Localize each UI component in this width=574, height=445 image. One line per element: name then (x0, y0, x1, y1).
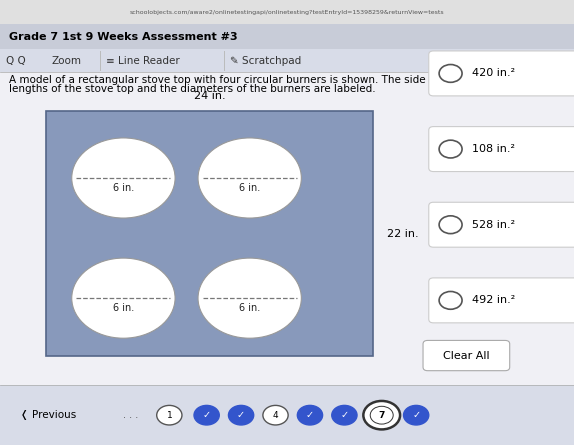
FancyBboxPatch shape (429, 126, 574, 171)
Circle shape (228, 405, 254, 425)
Circle shape (363, 401, 400, 429)
Text: ✓: ✓ (306, 410, 314, 420)
Circle shape (550, 53, 569, 68)
Text: 1: 1 (166, 411, 172, 420)
Text: . . .: . . . (123, 410, 139, 420)
Text: ✓: ✓ (412, 410, 420, 420)
Text: schoolobjects.com/aware2/onlinetestingapi/onlinetesting?testEntryId=15398259&ret: schoolobjects.com/aware2/onlinetestingap… (130, 10, 444, 15)
Bar (0, 24, 574, 49)
Circle shape (72, 258, 175, 338)
Text: 6 in.: 6 in. (239, 183, 261, 193)
Text: ✓: ✓ (340, 410, 348, 420)
Circle shape (297, 405, 323, 425)
Text: A model of a rectangular stove top with four circular burners is shown. The side: A model of a rectangular stove top with … (9, 75, 425, 85)
FancyBboxPatch shape (429, 278, 574, 323)
Text: 7: 7 (378, 411, 385, 420)
Circle shape (72, 138, 175, 218)
Circle shape (263, 405, 288, 425)
FancyBboxPatch shape (429, 202, 574, 247)
Text: 6 in.: 6 in. (113, 183, 134, 193)
Text: lengths of the stove top and the diameters of the burners are labeled.: lengths of the stove top and the diamete… (9, 84, 375, 94)
Text: Zoom: Zoom (52, 56, 82, 65)
Text: ✎ Scratchpad: ✎ Scratchpad (230, 56, 301, 65)
Text: ✓: ✓ (203, 410, 211, 420)
Text: 6 in.: 6 in. (239, 303, 261, 313)
Text: ≡ Line Reader: ≡ Line Reader (106, 56, 180, 65)
Text: Grade 7 1st 9 Weeks Assessment #3: Grade 7 1st 9 Weeks Assessment #3 (9, 32, 237, 42)
Circle shape (439, 140, 462, 158)
Circle shape (332, 405, 357, 425)
Circle shape (194, 405, 219, 425)
Circle shape (157, 405, 182, 425)
Circle shape (439, 216, 462, 234)
Circle shape (198, 138, 301, 218)
Text: Clear All: Clear All (443, 351, 490, 360)
Bar (0, 49, 574, 72)
Text: 492 in.²: 492 in.² (472, 295, 515, 305)
Text: 22 in.: 22 in. (387, 229, 419, 239)
Text: ✓: ✓ (237, 410, 245, 420)
Circle shape (439, 291, 462, 309)
Bar (46, 111, 373, 356)
Bar (0, 0, 574, 24)
Text: 420 in.²: 420 in.² (472, 69, 515, 78)
Circle shape (198, 258, 301, 338)
Text: 528 in.²: 528 in.² (472, 220, 515, 230)
Text: 4: 4 (273, 411, 278, 420)
FancyBboxPatch shape (423, 340, 510, 371)
Circle shape (370, 406, 393, 424)
Text: 108 in.²: 108 in.² (472, 144, 515, 154)
FancyBboxPatch shape (429, 51, 574, 96)
Text: 24 in.: 24 in. (193, 92, 226, 101)
Circle shape (439, 65, 462, 82)
Text: Q Q: Q Q (6, 56, 25, 65)
Text: 6 in.: 6 in. (113, 303, 134, 313)
Circle shape (404, 405, 429, 425)
Text: ❬ Previous: ❬ Previous (20, 410, 76, 420)
Bar (0, 385, 574, 445)
